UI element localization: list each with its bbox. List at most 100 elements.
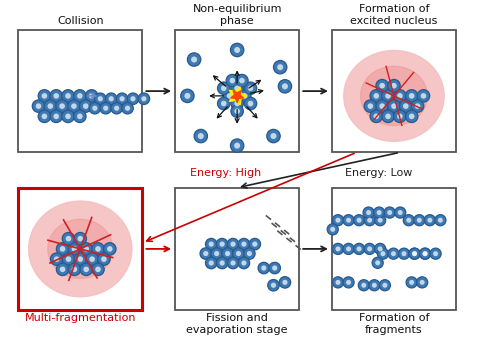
Circle shape bbox=[417, 277, 428, 288]
Circle shape bbox=[438, 218, 443, 223]
Circle shape bbox=[60, 246, 65, 252]
Circle shape bbox=[435, 215, 446, 226]
Bar bbox=[18, 188, 143, 310]
Circle shape bbox=[200, 248, 212, 259]
Circle shape bbox=[238, 238, 250, 250]
Circle shape bbox=[236, 251, 241, 256]
Circle shape bbox=[420, 93, 426, 99]
Circle shape bbox=[382, 110, 394, 123]
Circle shape bbox=[411, 100, 424, 112]
Circle shape bbox=[44, 100, 57, 112]
Circle shape bbox=[84, 267, 89, 272]
Circle shape bbox=[403, 215, 414, 226]
Circle shape bbox=[364, 100, 377, 112]
Circle shape bbox=[131, 96, 135, 101]
Text: Formation of
excited nucleus: Formation of excited nucleus bbox=[350, 4, 438, 26]
Circle shape bbox=[385, 93, 391, 99]
Circle shape bbox=[382, 90, 394, 102]
Circle shape bbox=[230, 139, 244, 152]
Circle shape bbox=[95, 246, 101, 252]
Circle shape bbox=[92, 243, 104, 255]
Circle shape bbox=[86, 253, 98, 265]
Circle shape bbox=[343, 215, 354, 226]
Circle shape bbox=[108, 96, 114, 101]
Circle shape bbox=[234, 101, 240, 106]
Circle shape bbox=[239, 78, 245, 83]
Circle shape bbox=[73, 110, 86, 123]
Circle shape bbox=[56, 263, 69, 276]
Circle shape bbox=[333, 243, 344, 254]
Circle shape bbox=[219, 242, 225, 247]
Circle shape bbox=[228, 238, 239, 250]
Circle shape bbox=[89, 256, 95, 262]
Circle shape bbox=[198, 133, 204, 139]
Circle shape bbox=[270, 133, 276, 139]
Circle shape bbox=[388, 100, 400, 112]
Circle shape bbox=[248, 101, 253, 106]
Circle shape bbox=[391, 103, 397, 109]
Circle shape bbox=[98, 253, 110, 265]
Circle shape bbox=[242, 93, 248, 99]
Circle shape bbox=[415, 103, 420, 109]
Polygon shape bbox=[229, 87, 247, 105]
Circle shape bbox=[141, 96, 146, 101]
Circle shape bbox=[62, 253, 75, 265]
Circle shape bbox=[244, 248, 255, 259]
Circle shape bbox=[241, 261, 247, 266]
Text: Energy: Low: Energy: Low bbox=[345, 168, 412, 178]
Circle shape bbox=[336, 280, 340, 285]
Circle shape bbox=[62, 233, 75, 245]
Circle shape bbox=[234, 47, 240, 53]
Circle shape bbox=[424, 215, 435, 226]
Circle shape bbox=[77, 236, 83, 242]
Circle shape bbox=[391, 83, 397, 88]
Circle shape bbox=[48, 103, 53, 109]
Circle shape bbox=[395, 207, 406, 218]
Circle shape bbox=[68, 263, 81, 276]
Circle shape bbox=[239, 90, 251, 102]
Circle shape bbox=[343, 277, 354, 288]
Circle shape bbox=[370, 90, 383, 102]
Circle shape bbox=[42, 114, 47, 119]
Circle shape bbox=[282, 280, 288, 285]
Circle shape bbox=[277, 64, 283, 70]
Circle shape bbox=[85, 90, 98, 102]
Circle shape bbox=[409, 280, 414, 285]
Circle shape bbox=[228, 257, 239, 269]
Circle shape bbox=[205, 257, 217, 269]
Circle shape bbox=[92, 263, 104, 276]
Circle shape bbox=[377, 248, 388, 259]
Polygon shape bbox=[231, 90, 243, 102]
Circle shape bbox=[402, 251, 407, 256]
Circle shape bbox=[261, 266, 266, 271]
Circle shape bbox=[377, 210, 382, 215]
Circle shape bbox=[327, 224, 338, 235]
Circle shape bbox=[77, 256, 83, 262]
Ellipse shape bbox=[29, 201, 132, 297]
Circle shape bbox=[80, 243, 93, 255]
Text: Energy: High: Energy: High bbox=[190, 168, 261, 178]
Circle shape bbox=[80, 100, 92, 112]
Circle shape bbox=[72, 246, 77, 252]
Circle shape bbox=[252, 242, 257, 247]
Circle shape bbox=[231, 105, 243, 117]
Circle shape bbox=[370, 110, 383, 123]
Circle shape bbox=[427, 218, 432, 223]
Circle shape bbox=[95, 267, 101, 272]
Circle shape bbox=[32, 100, 45, 112]
Ellipse shape bbox=[344, 51, 444, 141]
Circle shape bbox=[89, 102, 101, 114]
Text: Formation of
fragments: Formation of fragments bbox=[359, 313, 429, 335]
Circle shape bbox=[234, 109, 240, 114]
Circle shape bbox=[122, 102, 133, 114]
Circle shape bbox=[221, 101, 227, 106]
Text: Fission and
evaporation stage: Fission and evaporation stage bbox=[186, 313, 288, 335]
Circle shape bbox=[346, 280, 351, 285]
Circle shape bbox=[191, 57, 197, 63]
Circle shape bbox=[378, 218, 383, 223]
Circle shape bbox=[38, 110, 50, 123]
Circle shape bbox=[373, 93, 379, 99]
Circle shape bbox=[83, 103, 88, 109]
Circle shape bbox=[375, 260, 380, 265]
Circle shape bbox=[278, 80, 292, 93]
